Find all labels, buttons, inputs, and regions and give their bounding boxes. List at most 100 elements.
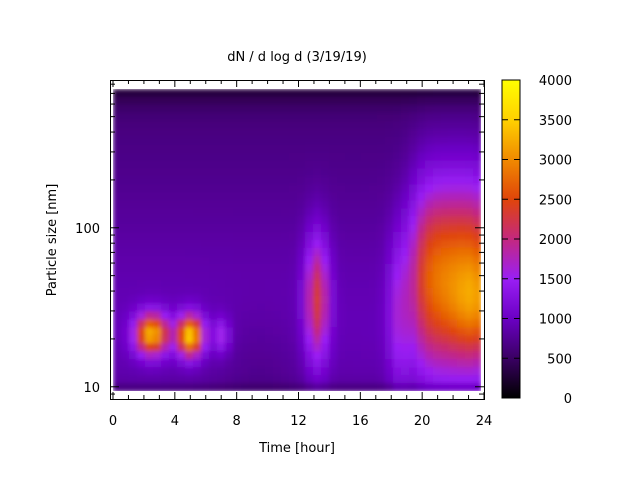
heatmap-cell <box>121 359 130 368</box>
heatmap-cell <box>217 184 226 194</box>
heatmap-cell <box>385 168 394 178</box>
heatmap-cell <box>281 176 290 186</box>
heatmap-cell <box>305 319 314 329</box>
heatmap-cell <box>257 319 266 329</box>
heatmap-cell <box>377 303 386 313</box>
heatmap-cell <box>177 96 186 106</box>
heatmap-cell <box>265 104 274 114</box>
heatmap-cell <box>313 263 322 273</box>
heatmap-cell <box>377 184 386 194</box>
heatmap-cell <box>185 216 194 225</box>
heatmap-cell <box>233 152 242 162</box>
heatmap-cell <box>401 271 410 281</box>
heatmap-cell <box>193 224 202 233</box>
heatmap-cell <box>369 311 378 321</box>
heatmap-cell <box>241 319 250 329</box>
heatmap-cell <box>465 359 474 368</box>
heatmap-cell <box>209 351 218 361</box>
heatmap-cell <box>193 216 202 225</box>
heatmap-cell <box>209 240 218 249</box>
heatmap-cell <box>193 200 202 210</box>
heatmap-cell <box>273 240 282 249</box>
heatmap-cell <box>241 89 250 98</box>
heatmap-cell <box>249 184 258 194</box>
heatmap-cell <box>113 240 122 249</box>
heatmap-cell <box>385 112 394 122</box>
heatmap-cell <box>209 160 218 170</box>
heatmap-cell <box>473 367 481 376</box>
heatmap-cell <box>153 168 162 178</box>
heatmap-cell <box>137 96 146 106</box>
heatmap-cell <box>121 343 130 353</box>
heatmap-cell <box>177 335 186 345</box>
heatmap-cell <box>225 128 234 138</box>
y-tick-label: 10 <box>83 381 100 396</box>
heatmap-cell <box>153 247 162 257</box>
heatmap-cell <box>273 120 282 130</box>
heatmap-cell <box>249 351 258 361</box>
heatmap-cell <box>297 240 306 249</box>
heatmap-cell <box>153 176 162 186</box>
heatmap-cell <box>369 335 378 345</box>
heatmap-cell <box>425 128 434 138</box>
heatmap-cell <box>241 184 250 194</box>
heatmap-cell <box>257 287 266 297</box>
heatmap-cell <box>353 279 362 289</box>
heatmap-cell <box>249 263 258 273</box>
heatmap-cell <box>273 279 282 289</box>
heatmap-cell <box>289 104 298 114</box>
heatmap-cell <box>281 247 290 257</box>
heatmap-cell <box>265 208 274 217</box>
heatmap-cell <box>321 216 330 225</box>
heatmap-cell <box>289 335 298 345</box>
heatmap-cell <box>337 160 346 170</box>
heatmap-cell <box>465 343 474 353</box>
heatmap-cell <box>313 160 322 170</box>
heatmap-cell <box>361 359 370 368</box>
heatmap-cell <box>449 120 458 130</box>
heatmap-cell <box>329 176 338 186</box>
heatmap-cell <box>129 247 138 257</box>
heatmap-cell <box>257 136 266 146</box>
heatmap-cell <box>385 311 394 321</box>
heatmap-cell <box>193 247 202 257</box>
heatmap-cell <box>169 184 178 194</box>
heatmap-cell <box>329 112 338 122</box>
heatmap-cell <box>217 112 226 122</box>
heatmap-cell <box>169 319 178 329</box>
heatmap-cell <box>185 112 194 122</box>
heatmap-cell <box>353 144 362 154</box>
heatmap-cell <box>217 120 226 130</box>
heatmap-cell <box>313 311 322 321</box>
heatmap-cell <box>433 208 442 217</box>
heatmap-cell <box>129 279 138 289</box>
heatmap-cell <box>345 295 354 305</box>
heatmap-cell <box>321 247 330 257</box>
heatmap-cell <box>137 351 146 361</box>
heatmap-cell <box>201 160 210 170</box>
heatmap-cell <box>369 192 378 202</box>
heatmap-cell <box>305 351 314 361</box>
heatmap-cell <box>145 152 154 162</box>
heatmap-cell <box>145 112 154 122</box>
heatmap-cell <box>337 200 346 210</box>
heatmap-cell <box>185 104 194 114</box>
heatmap-cell <box>265 216 274 225</box>
heatmap-cell <box>177 232 186 241</box>
heatmap-cell <box>345 200 354 210</box>
heatmap-cell <box>457 271 466 281</box>
heatmap-cell <box>473 208 481 217</box>
heatmap-cell <box>273 295 282 305</box>
heatmap-cell <box>233 295 242 305</box>
heatmap-cell <box>473 216 481 225</box>
heatmap-cell <box>249 303 258 313</box>
heatmap-cell <box>265 136 274 146</box>
heatmap-cell <box>345 335 354 345</box>
heatmap-cell <box>369 319 378 329</box>
heatmap-cell <box>265 200 274 210</box>
heatmap-cell <box>329 367 338 376</box>
heatmap-cell <box>113 327 122 337</box>
heatmap-cell <box>433 96 442 106</box>
heatmap-cell <box>321 311 330 321</box>
heatmap-cell <box>377 176 386 186</box>
